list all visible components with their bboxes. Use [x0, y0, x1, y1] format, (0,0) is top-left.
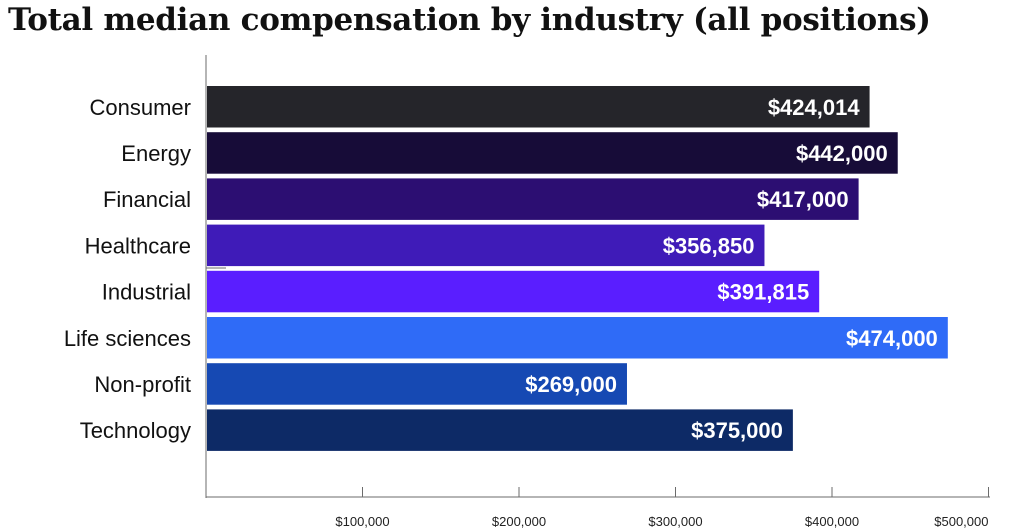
value-label-life-sciences: $474,000	[846, 326, 938, 351]
category-label-industrial: Industrial	[102, 280, 191, 305]
x-tick-label: $100,000	[335, 514, 389, 529]
x-ticks-group: $100,000 $200,000 $300,000 $400,000 $500,000	[335, 487, 989, 529]
category-label-financial: Financial	[103, 187, 191, 212]
x-tick-label: $500,000	[934, 514, 988, 529]
category-label-consumer: Consumer	[90, 95, 191, 120]
bar-healthcare	[207, 224, 765, 267]
value-label-healthcare: $356,850	[663, 233, 755, 258]
x-tick-label: $300,000	[648, 514, 702, 529]
category-label-non-profit: Non-profit	[94, 372, 191, 397]
value-label-non-profit: $269,000	[525, 372, 617, 397]
x-tick-label: $200,000	[492, 514, 546, 529]
x-tick-label: $400,000	[805, 514, 859, 529]
value-label-industrial: $391,815	[717, 280, 809, 305]
category-label-technology: Technology	[80, 418, 191, 443]
bar-consumer	[207, 86, 870, 128]
bar-life-sciences	[207, 317, 948, 359]
value-label-energy: $442,000	[796, 141, 888, 166]
bar-industrial	[207, 270, 820, 313]
value-label-consumer: $424,014	[768, 95, 861, 120]
category-label-life-sciences: Life sciences	[64, 326, 191, 351]
category-label-energy: Energy	[121, 141, 191, 166]
bar-energy	[207, 132, 898, 174]
value-label-financial: $417,000	[757, 187, 849, 212]
value-label-technology: $375,000	[691, 418, 783, 443]
chart-title: Total median compensation by industry (a…	[8, 2, 931, 38]
bar-financial	[207, 178, 859, 220]
bar-technology	[207, 409, 793, 451]
bar-non-profit	[207, 363, 627, 405]
bars-group: Consumer $424,014 Energy $442,000 Financial $…	[64, 86, 948, 451]
category-label-healthcare: Healthcare	[85, 233, 191, 258]
